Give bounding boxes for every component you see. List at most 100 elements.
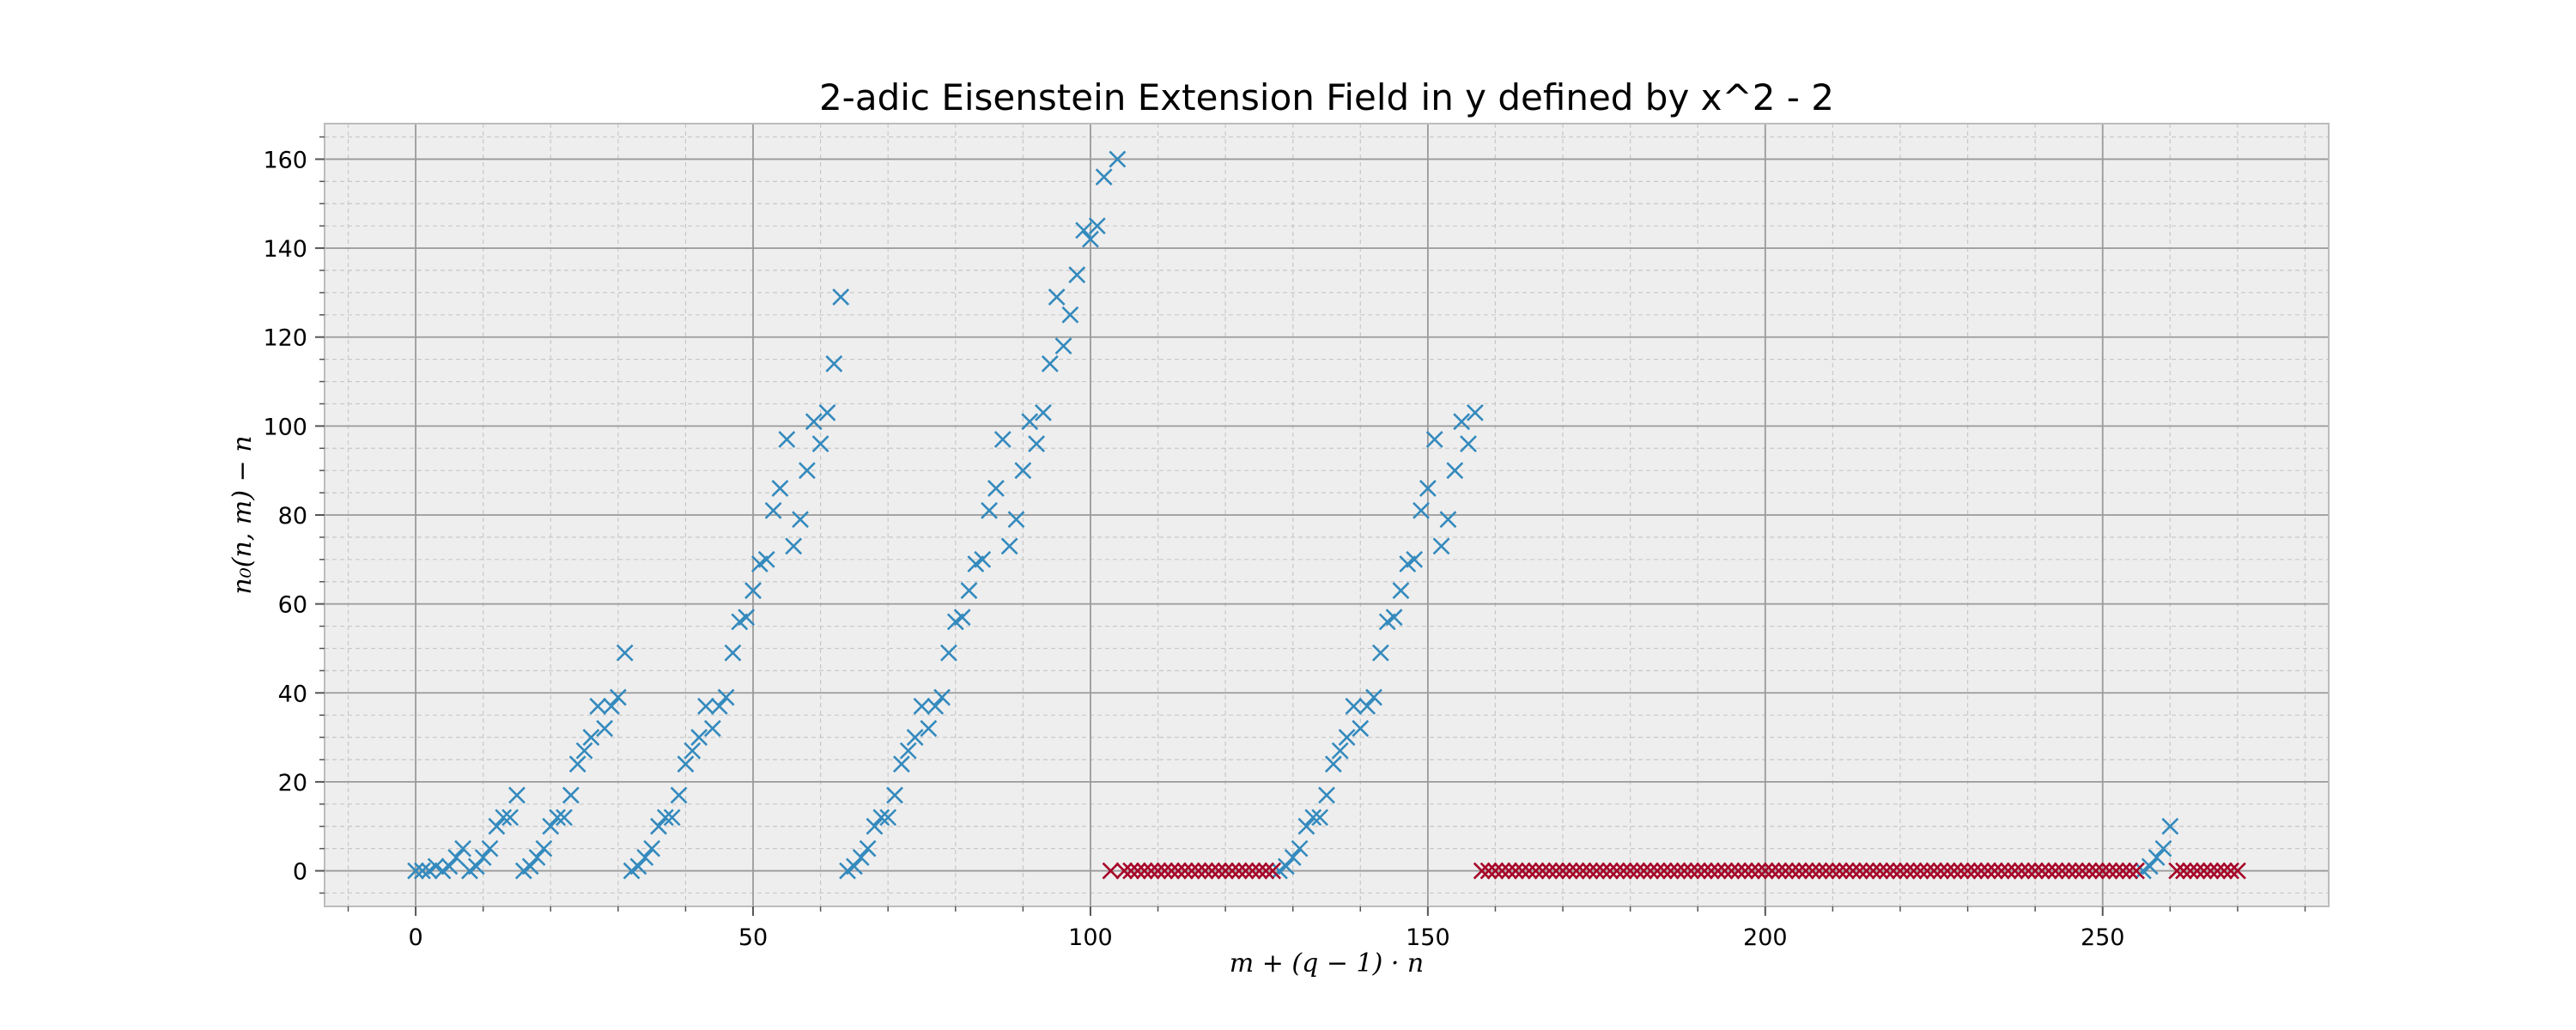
data-point bbox=[2087, 862, 2105, 880]
data-point bbox=[1392, 582, 1410, 600]
data-point bbox=[609, 688, 627, 706]
data-point bbox=[2128, 862, 2145, 880]
data-point bbox=[2148, 849, 2166, 866]
data-point bbox=[1945, 862, 1963, 880]
x-tick-label: 200 bbox=[1743, 924, 1788, 951]
data-point bbox=[1453, 413, 1471, 431]
data-point bbox=[927, 697, 945, 715]
data-point bbox=[1932, 862, 1950, 880]
data-point bbox=[1163, 862, 1181, 880]
data-point bbox=[1149, 862, 1167, 880]
data-point bbox=[1115, 862, 1133, 880]
data-point bbox=[1102, 862, 1120, 880]
data-point bbox=[960, 582, 978, 600]
data-point bbox=[1567, 862, 1585, 880]
data-point bbox=[933, 688, 951, 706]
data-point bbox=[1709, 862, 1727, 880]
data-point bbox=[1608, 862, 1625, 880]
data-point bbox=[1635, 862, 1653, 880]
data-point bbox=[1048, 288, 1066, 306]
y-tick-label: 140 bbox=[263, 236, 307, 263]
data-point bbox=[1176, 862, 1194, 880]
data-point bbox=[2202, 862, 2220, 880]
data-point bbox=[1297, 817, 1315, 835]
data-point bbox=[1736, 862, 1754, 880]
data-point bbox=[1007, 511, 1025, 529]
data-point bbox=[981, 501, 998, 519]
data-point bbox=[1797, 862, 1814, 880]
data-point bbox=[1371, 644, 1389, 662]
data-point bbox=[1352, 719, 1370, 737]
data-point bbox=[1838, 862, 1856, 880]
data-point bbox=[1642, 862, 1660, 880]
data-point bbox=[1601, 862, 1619, 880]
data-point bbox=[1952, 862, 1970, 880]
y-tick-label: 40 bbox=[278, 681, 307, 707]
y-tick-label: 60 bbox=[278, 592, 307, 619]
data-point bbox=[1170, 862, 1188, 880]
data-point bbox=[697, 697, 714, 715]
data-point bbox=[1743, 862, 1761, 880]
data-point bbox=[528, 849, 546, 866]
data-point bbox=[710, 697, 728, 715]
data-point bbox=[1656, 862, 1673, 880]
data-point bbox=[738, 609, 756, 627]
data-point bbox=[1534, 862, 1552, 880]
y-tick-label: 80 bbox=[278, 503, 307, 530]
data-point bbox=[1918, 862, 1936, 880]
data-point bbox=[542, 817, 560, 835]
data-point bbox=[1493, 862, 1511, 880]
y-axis-label: n₀(n, m) − n bbox=[228, 435, 258, 594]
data-point bbox=[872, 809, 890, 827]
data-point bbox=[845, 857, 863, 876]
data-point bbox=[920, 719, 938, 737]
data-point bbox=[1210, 862, 1228, 880]
data-point bbox=[1831, 862, 1849, 880]
data-point bbox=[1614, 862, 1632, 880]
data-point bbox=[792, 511, 809, 529]
data-point bbox=[474, 849, 492, 866]
data-point bbox=[1311, 809, 1329, 827]
data-point bbox=[677, 755, 695, 773]
data-point bbox=[1689, 862, 1707, 880]
data-point bbox=[2093, 862, 2111, 880]
data-point bbox=[1479, 862, 1498, 880]
data-point bbox=[1675, 862, 1693, 880]
data-point bbox=[481, 839, 499, 857]
x-tick-label: 50 bbox=[738, 924, 768, 951]
data-point bbox=[1304, 809, 1322, 827]
data-point bbox=[2154, 839, 2172, 857]
data-point bbox=[1750, 862, 1767, 880]
data-point bbox=[1939, 862, 1956, 880]
y-tick-label: 160 bbox=[263, 147, 307, 173]
x-tick-label: 150 bbox=[1406, 924, 1450, 951]
data-point bbox=[2081, 862, 2098, 880]
data-point bbox=[2006, 862, 2024, 880]
data-point bbox=[1318, 786, 1335, 804]
data-point bbox=[852, 849, 870, 866]
data-point bbox=[1291, 839, 1309, 857]
data-point bbox=[2060, 862, 2078, 880]
data-point bbox=[811, 435, 829, 453]
data-point bbox=[1122, 862, 1140, 880]
data-point bbox=[1992, 862, 2010, 880]
y-tick-label: 20 bbox=[278, 770, 307, 797]
data-point bbox=[1331, 742, 1349, 760]
data-point bbox=[1264, 862, 1282, 880]
data-point bbox=[1507, 862, 1524, 880]
data-point bbox=[440, 857, 459, 876]
data-point bbox=[1520, 862, 1538, 880]
data-point bbox=[1581, 862, 1599, 880]
data-point bbox=[663, 809, 681, 827]
data-point bbox=[1486, 862, 1504, 880]
data-point bbox=[1135, 862, 1153, 880]
data-point bbox=[1878, 862, 1896, 880]
data-point bbox=[717, 688, 735, 706]
data-point bbox=[1898, 862, 1916, 880]
x-tick-label: 100 bbox=[1068, 924, 1113, 951]
data-point bbox=[1365, 688, 1382, 706]
data-point bbox=[1662, 862, 1680, 880]
data-point bbox=[1243, 862, 1261, 880]
data-point bbox=[596, 719, 614, 737]
